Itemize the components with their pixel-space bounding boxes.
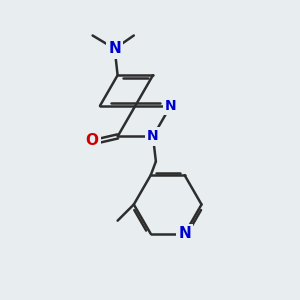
- Text: N: N: [108, 41, 121, 56]
- Text: N: N: [147, 129, 159, 143]
- Text: N: N: [178, 226, 191, 241]
- Text: N: N: [165, 99, 176, 113]
- Text: O: O: [85, 133, 98, 148]
